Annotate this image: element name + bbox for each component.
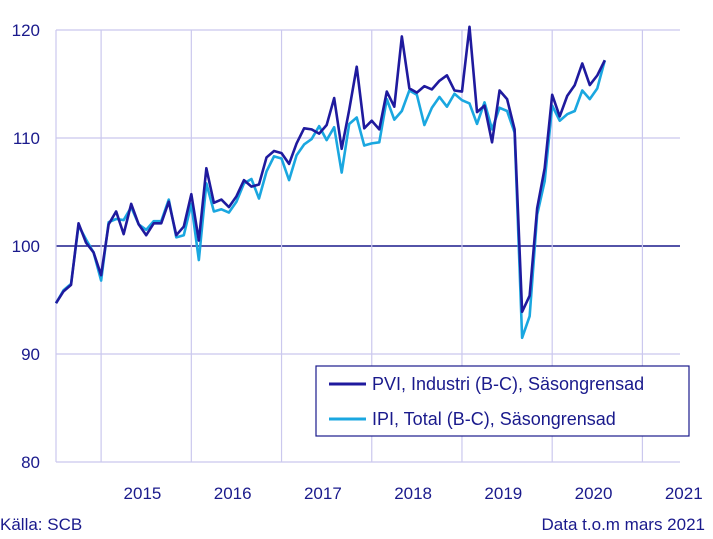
legend-box [315,365,690,437]
source-label: Källa: SCB [0,515,83,534]
y-tick-label: 80 [21,453,40,472]
legend-label-pvi: PVI, Industri (B-C), Säsongrensad [372,374,644,394]
x-tick-label: 2020 [575,484,613,503]
legend-label-ipi: IPI, Total (B-C), Säsongrensad [372,409,616,429]
x-axis-year-labels: 2015 2016 2017 2018 2019 2020 2021 [124,484,703,503]
x-tick-label: 2015 [124,484,162,503]
data-note: Data t.o.m mars 2021 [541,515,705,534]
y-tick-label: 120 [12,21,40,40]
chart-series-lines [54,25,607,340]
y-tick-label: 90 [21,345,40,364]
x-tick-label: 2021 [665,484,703,503]
legend: PVI, Industri (B-C), Säsongrensad IPI, T… [315,365,690,437]
x-tick-label: 2017 [304,484,342,503]
y-tick-label: 100 [12,237,40,256]
y-axis-ticks: 80 90 100 110 120 [12,21,40,472]
series-line-0 [54,25,606,314]
x-tick-label: 2016 [214,484,252,503]
x-tick-label: 2019 [484,484,522,503]
x-tick-label: 2018 [394,484,432,503]
y-tick-label: 110 [13,129,40,148]
